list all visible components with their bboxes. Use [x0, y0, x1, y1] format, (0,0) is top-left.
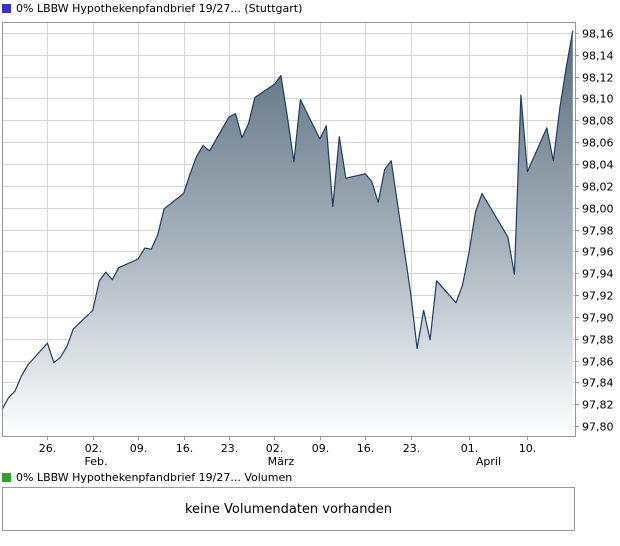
svg-text:98,06: 98,06: [582, 137, 614, 150]
price-series-label: 0% LBBW Hypothekenpfandbrief 19/27... (S…: [16, 2, 303, 15]
svg-text:26.: 26.: [39, 442, 57, 455]
svg-text:97,98: 97,98: [582, 225, 614, 238]
svg-text:März: März: [268, 455, 295, 468]
volume-message: keine Volumendaten vorhanden: [184, 501, 393, 517]
svg-text:16.: 16.: [176, 442, 194, 455]
volume-legend: 0% LBBW Hypothekenpfandbrief 19/27... Vo…: [2, 472, 292, 483]
price-chart: 98,16 98,14 98,12 98,10 98,08 98,06 98,04 98,02…: [1, 22, 614, 468]
svg-text:97,94: 97,94: [582, 268, 614, 281]
svg-text:April: April: [476, 455, 501, 468]
svg-text:09.: 09.: [312, 442, 330, 455]
svg-text:98,02: 98,02: [582, 181, 614, 194]
plot-frame: [2, 22, 576, 437]
svg-text:97,84: 97,84: [582, 377, 614, 390]
svg-text:98,14: 98,14: [582, 50, 614, 63]
svg-text:Feb.: Feb.: [85, 455, 108, 468]
price-line: [1, 30, 574, 410]
svg-text:98,00: 98,00: [582, 203, 614, 216]
svg-text:01.: 01.: [461, 442, 479, 455]
svg-text:16.: 16.: [357, 442, 375, 455]
svg-text:23.: 23.: [221, 442, 239, 455]
svg-text:97,80: 97,80: [582, 421, 614, 434]
svg-text:09.: 09.: [130, 442, 148, 455]
price-legend: 0% LBBW Hypothekenpfandbrief 19/27... (S…: [2, 3, 302, 14]
svg-text:97,96: 97,96: [582, 246, 614, 259]
price-area: [2, 30, 573, 437]
svg-text:97,90: 97,90: [582, 312, 614, 325]
svg-text:97,88: 97,88: [582, 334, 614, 347]
price-series-marker: [2, 4, 11, 13]
svg-text:23.: 23.: [403, 442, 421, 455]
svg-text:97,92: 97,92: [582, 290, 614, 303]
svg-text:02.: 02.: [266, 442, 284, 455]
svg-text:98,08: 98,08: [582, 115, 614, 128]
svg-text:98,04: 98,04: [582, 159, 614, 172]
volume-series-label: 0% LBBW Hypothekenpfandbrief 19/27... Vo…: [16, 471, 293, 484]
y-axis-labels: 98,16 98,14 98,12 98,10 98,08 98,06 98,04 98,02…: [576, 28, 614, 434]
svg-text:98,10: 98,10: [582, 93, 614, 106]
svg-text:97,82: 97,82: [582, 399, 614, 412]
svg-text:98,12: 98,12: [582, 72, 614, 85]
svg-text:98,16: 98,16: [582, 28, 614, 41]
volume-series-marker: [2, 473, 11, 482]
svg-text:10.: 10.: [519, 442, 537, 455]
svg-text:02.: 02.: [85, 442, 103, 455]
volume-message-box: keine Volumendaten vorhanden: [2, 487, 575, 531]
svg-text:97,86: 97,86: [582, 356, 614, 369]
x-axis-labels: 26. 02. 09. 16. 23. 02. 09. 16. 23. 01. 10. Feb. Mär…: [39, 437, 537, 468]
